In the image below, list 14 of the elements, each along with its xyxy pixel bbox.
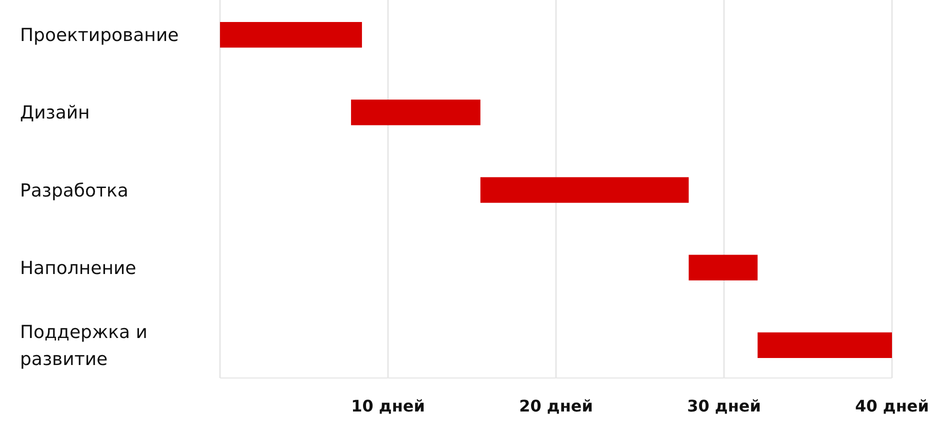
x-tick-label: 30 дней xyxy=(687,396,761,416)
bar xyxy=(688,254,758,280)
x-tick-label: 20 дней xyxy=(519,396,593,416)
y-tick-label: Разработка xyxy=(20,180,128,202)
y-tick-label: Наполнение xyxy=(20,258,136,279)
bar xyxy=(220,22,362,48)
bar xyxy=(351,100,480,126)
y-tick-label: Проектирование xyxy=(20,25,179,46)
bar xyxy=(480,177,689,203)
y-tick-label: Поддержка и развитие xyxy=(20,322,148,370)
bar xyxy=(758,332,892,358)
y-tick-label: Дизайн xyxy=(20,102,90,124)
x-tick-label: 10 дней xyxy=(351,396,425,416)
x-tick-label: 40 дней xyxy=(855,396,929,416)
